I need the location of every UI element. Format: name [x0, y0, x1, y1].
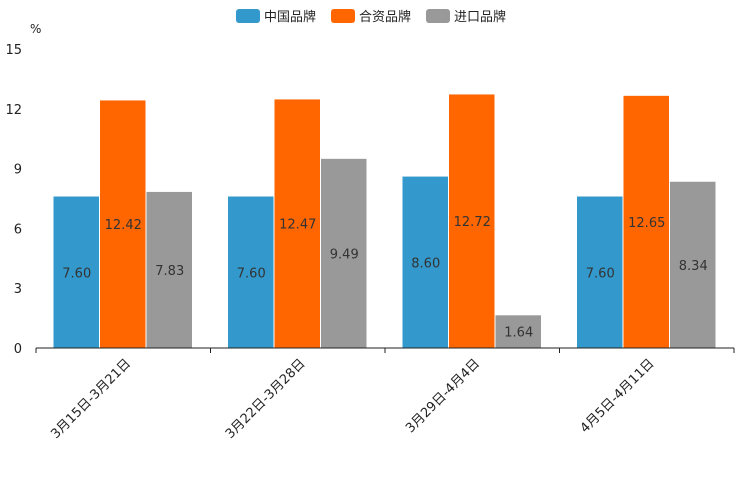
- y-tick-label: 9: [14, 163, 22, 178]
- bar: [623, 95, 669, 349]
- y-tick-label: 12: [5, 103, 22, 118]
- bar-value-label: 7.83: [155, 264, 184, 279]
- legend: 中国品牌 合资品牌 进口品牌: [236, 9, 506, 25]
- x-tick-label: 3月15日-3月21日: [48, 356, 134, 442]
- bar-value-label: 12.65: [628, 216, 665, 231]
- y-tick-label: 3: [14, 282, 22, 297]
- x-tick-label: 3月29日-4月4日: [403, 356, 483, 436]
- bar-value-label: 7.60: [586, 266, 615, 281]
- bar: [53, 196, 99, 348]
- x-tick-label: 4月5日-4月11日: [578, 356, 658, 436]
- bar-value-label: 7.60: [62, 266, 91, 281]
- legend-label: 中国品牌: [264, 9, 316, 25]
- y-axis: 0 3 6 9 12 15: [5, 43, 22, 357]
- legend-swatch: [426, 9, 450, 23]
- bar-value-label: 12.42: [105, 218, 142, 233]
- bars: 7.60 7.60 8.60 7.60 12.42 12.47 12.72 12.65 7.83…: [53, 94, 716, 349]
- bar-value-label: 12.47: [279, 218, 316, 233]
- bar: [495, 315, 541, 348]
- bar-value-label: 1.64: [504, 326, 533, 341]
- bar: [577, 196, 623, 348]
- y-axis-unit: %: [30, 22, 41, 36]
- bar: [402, 176, 448, 348]
- y-tick-label: 6: [14, 222, 22, 237]
- bar-value-label: 12.72: [454, 215, 491, 230]
- legend-swatch: [236, 9, 260, 23]
- legend-swatch: [331, 9, 355, 23]
- bar: [100, 100, 146, 348]
- y-tick-label: 0: [14, 342, 22, 357]
- bar: [670, 181, 716, 348]
- bar: [274, 99, 320, 348]
- bar: [449, 94, 495, 348]
- bar-value-label: 8.60: [411, 256, 440, 271]
- x-tick-label: 3月22日-3月28日: [223, 356, 309, 442]
- legend-label: 合资品牌: [359, 9, 411, 25]
- y-tick-label: 15: [5, 43, 22, 58]
- x-axis: 3月15日-3月21日 3月22日-3月28日 3月29日-4月4日 4月5日-4月1…: [35, 347, 735, 442]
- bar-value-label: 7.60: [237, 266, 266, 281]
- bar: [228, 196, 274, 348]
- bar: [146, 191, 192, 348]
- bar-value-label: 9.49: [330, 247, 359, 262]
- bar: [321, 158, 367, 348]
- bar-value-label: 8.34: [679, 259, 708, 274]
- legend-label: 进口品牌: [454, 9, 506, 25]
